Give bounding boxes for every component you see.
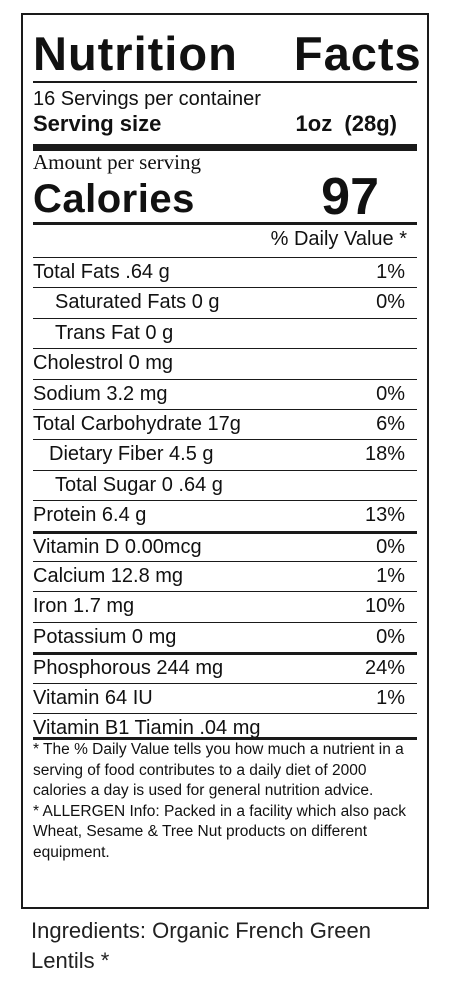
- nutrient-daily-value: 6%: [376, 413, 405, 435]
- serving-size-value: 1oz (28g): [295, 111, 397, 136]
- amount-per-serving: Amount per serving: [33, 150, 201, 174]
- nutrient-daily-value: 13%: [364, 504, 405, 527]
- nutrient-daily-value: 24%: [364, 657, 405, 680]
- servings-per-container: 16 Servings per container: [33, 88, 261, 110]
- nutrient-row: Iron 1.7 mg 10%: [33, 591, 417, 622]
- ingredients-text: Ingredients: Organic French Green Lentil…: [31, 918, 371, 973]
- nutrient-row: Vitamin 64 IU 1%: [33, 682, 417, 714]
- nutrient-row: Calcium 12.8 mg 1%: [33, 561, 417, 592]
- nutrient-row: Total Sugar 0 .64 g: [33, 469, 417, 501]
- nutrient-row: Sodium 3.2 mg 0%: [33, 378, 417, 410]
- nutrient-daily-value: 0%: [376, 535, 405, 558]
- nutrient-daily-value: 1%: [376, 261, 405, 283]
- nutrient-row: Vitamin D 0.00mcg 0%: [33, 530, 417, 562]
- calories-line: Calories 97: [33, 168, 417, 227]
- nutrient-row: Potassium 0 mg 0%: [33, 621, 417, 653]
- nutrient-daily-value: 18%: [364, 443, 405, 466]
- daily-value-header: % Daily Value *: [270, 228, 407, 250]
- nutrient-name: Total Fats .64 g: [33, 261, 170, 283]
- nutrient-name: Iron 1.7 mg: [33, 595, 135, 618]
- nutrient-row: Saturated Fats 0 g 0%: [33, 287, 417, 318]
- nutrient-name: Vitamin B1 Tiamin .04 mg: [33, 717, 261, 739]
- footnotes: * The % Daily Value tells you how much a…: [33, 740, 417, 863]
- calories-label: Calories: [33, 177, 195, 221]
- nutrient-daily-value: 0%: [376, 625, 405, 648]
- nutrient-daily-value: 10%: [364, 595, 405, 618]
- serving-divider: [33, 144, 417, 151]
- calories-divider: [33, 222, 417, 225]
- nutrient-row: Total Fats .64 g 1%: [33, 257, 417, 288]
- serving-size-label: Serving size: [33, 111, 162, 136]
- nutrient-name: Dietary Fiber 4.5 g: [49, 443, 214, 466]
- nutrition-facts-title: Nutrition Facts: [33, 27, 422, 80]
- nutrient-row: Trans Fat 0 g: [33, 317, 417, 349]
- nutrient-name: Sodium 3.2 mg: [33, 382, 168, 405]
- nutrient-name: Calcium 12.8 mg: [33, 565, 184, 587]
- nutrient-name: Phosphorous 244 mg: [33, 657, 224, 680]
- nutrient-daily-value: 0%: [376, 291, 405, 314]
- nutrient-daily-value: 1%: [376, 565, 405, 587]
- nutrient-name: Vitamin 64 IU: [33, 686, 153, 709]
- footnote-allergen: * ALLERGEN Info: Packed in a facility wh…: [33, 802, 407, 861]
- nutrient-row: Protein 6.4 g 13%: [33, 500, 417, 531]
- nutrient-row: Cholestrol 0 mg: [33, 348, 417, 379]
- nutrient-row: Total Carbohydrate 17g 6%: [33, 409, 417, 440]
- nutrient-row: Vitamin B1 Tiamin .04 mg: [33, 713, 417, 744]
- nutrient-name: Trans Fat 0 g: [55, 321, 174, 344]
- nutrient-name: Vitamin D 0.00mcg: [33, 535, 202, 558]
- rows-bottom-divider: [33, 737, 417, 740]
- nutrient-daily-value: 0%: [376, 382, 405, 405]
- calories-value: 97: [321, 168, 379, 226]
- nutrient-row: Phosphorous 244 mg 24%: [33, 652, 417, 683]
- nutrient-name: Saturated Fats 0 g: [55, 291, 220, 314]
- nutrient-daily-value: 1%: [376, 686, 405, 709]
- nutrient-name: Total Carbohydrate 17g: [33, 413, 241, 435]
- nutrient-name: Cholestrol 0 mg: [33, 352, 174, 375]
- nutrient-name: Protein 6.4 g: [33, 504, 147, 527]
- nutrient-name: Total Sugar 0 .64 g: [55, 473, 223, 496]
- title-divider: [33, 81, 417, 83]
- serving-size-line: Serving size 1oz (28g): [33, 110, 417, 138]
- nutrition-facts-panel: Nutrition Facts 16 Servings per containe…: [21, 13, 429, 909]
- footnote-daily-value: * The % Daily Value tells you how much a…: [33, 741, 404, 799]
- nutrient-row: Dietary Fiber 4.5 g 18%: [33, 439, 417, 470]
- nutrient-name: Potassium 0 mg: [33, 625, 177, 648]
